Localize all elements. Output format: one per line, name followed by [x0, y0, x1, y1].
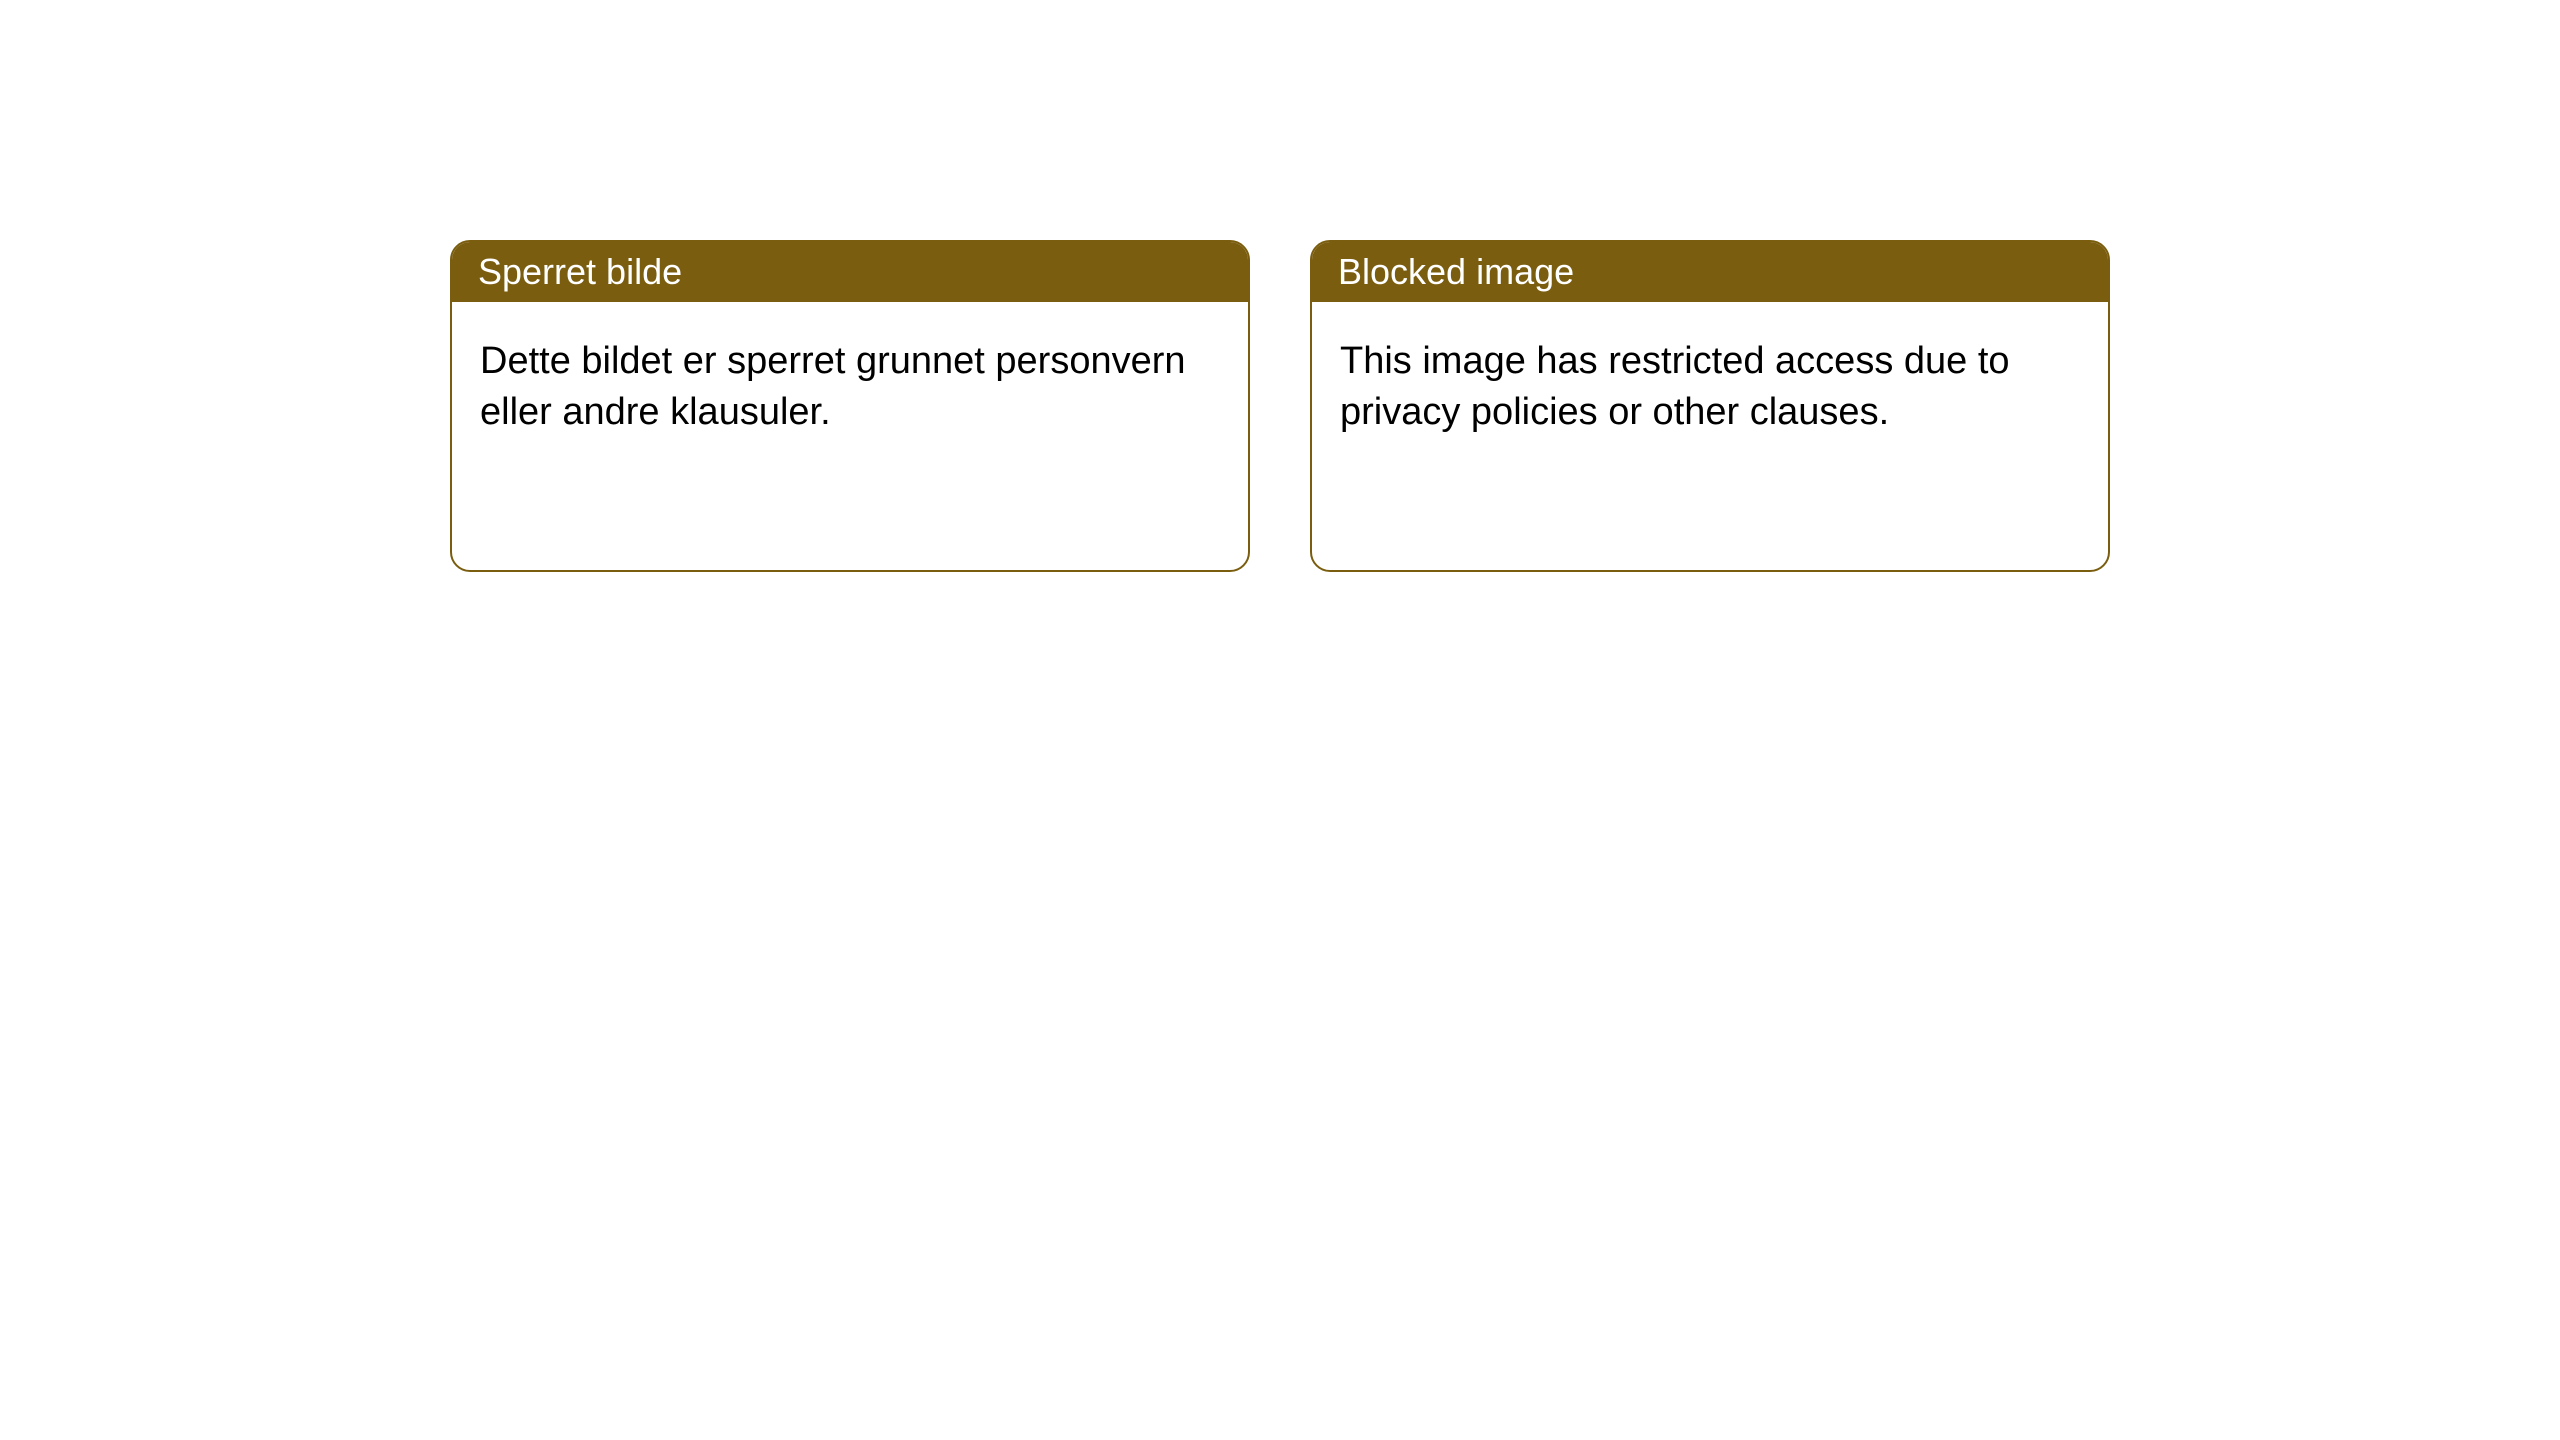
notice-title: Sperret bilde	[452, 242, 1248, 302]
notice-title: Blocked image	[1312, 242, 2108, 302]
notice-body: Dette bildet er sperret grunnet personve…	[452, 302, 1248, 473]
notice-container: Sperret bilde Dette bildet er sperret gr…	[0, 0, 2560, 572]
notice-card-norwegian: Sperret bilde Dette bildet er sperret gr…	[450, 240, 1250, 572]
notice-card-english: Blocked image This image has restricted …	[1310, 240, 2110, 572]
notice-body: This image has restricted access due to …	[1312, 302, 2108, 473]
